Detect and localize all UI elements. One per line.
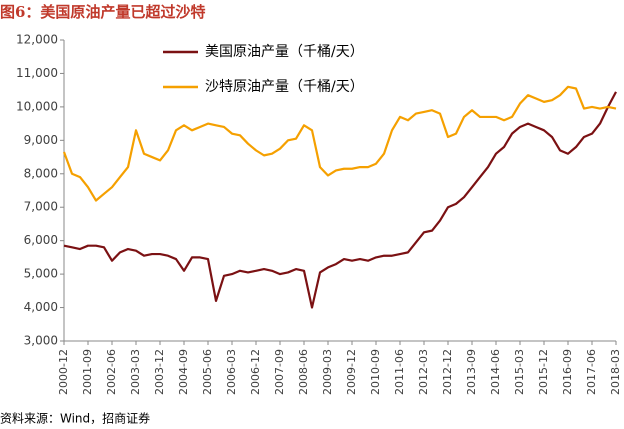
source-note: 资料来源：Wind，招商证券	[0, 411, 150, 426]
y-tick-label: 7,000	[24, 200, 58, 214]
x-tick-label: 2001-09	[81, 349, 94, 395]
x-tick-label: 2014-06	[489, 349, 502, 395]
y-tick-label: 11,000	[16, 66, 58, 80]
y-tick-label: 4,000	[24, 300, 58, 314]
y-tick-label: 8,000	[24, 166, 58, 180]
y-tick-label: 12,000	[16, 33, 58, 47]
x-tick-label: 2017-06	[585, 349, 598, 395]
x-tick-label: 2013-09	[465, 349, 478, 395]
y-tick-label: 10,000	[16, 99, 58, 113]
x-tick-label: 2010-09	[369, 349, 382, 395]
x-tick-label: 2005-06	[201, 349, 214, 395]
y-tick-label: 3,000	[24, 334, 58, 348]
x-tick-label: 2006-12	[249, 349, 262, 395]
x-tick-label: 2003-12	[153, 349, 166, 395]
x-tick-label: 2009-12	[345, 349, 358, 395]
chart-title: 图6：美国原油产量已超过沙特	[0, 3, 205, 21]
x-tick-label: 2007-09	[273, 349, 286, 395]
y-tick-label: 5,000	[24, 267, 58, 281]
x-tick-label: 2006-03	[225, 349, 238, 395]
x-tick-label: 2016-09	[561, 349, 574, 395]
x-tick-label: 2004-09	[177, 349, 190, 395]
x-tick-label: 2008-06	[297, 349, 310, 395]
x-tick-label: 2018-03	[609, 349, 622, 395]
x-tick-label: 2012-03	[417, 349, 430, 395]
x-tick-label: 2002-06	[105, 349, 118, 395]
legend-label: 沙特原油产量（千桶/天）	[205, 79, 364, 95]
y-tick-label: 9,000	[24, 133, 58, 147]
x-tick-label: 2015-12	[537, 349, 550, 395]
x-tick-label: 2009-03	[321, 349, 334, 395]
legend-label: 美国原油产量（千桶/天）	[205, 44, 364, 60]
x-tick-label: 2011-06	[393, 349, 406, 395]
series-line	[63, 91, 617, 309]
x-tick-label: 2003-03	[129, 349, 142, 395]
series-line	[62, 85, 617, 202]
x-tick-label: 2015-03	[513, 349, 526, 395]
y-tick-label: 6,000	[24, 233, 58, 247]
x-tick-label: 2000-12	[57, 349, 70, 395]
x-tick-label: 2012-12	[441, 349, 454, 395]
